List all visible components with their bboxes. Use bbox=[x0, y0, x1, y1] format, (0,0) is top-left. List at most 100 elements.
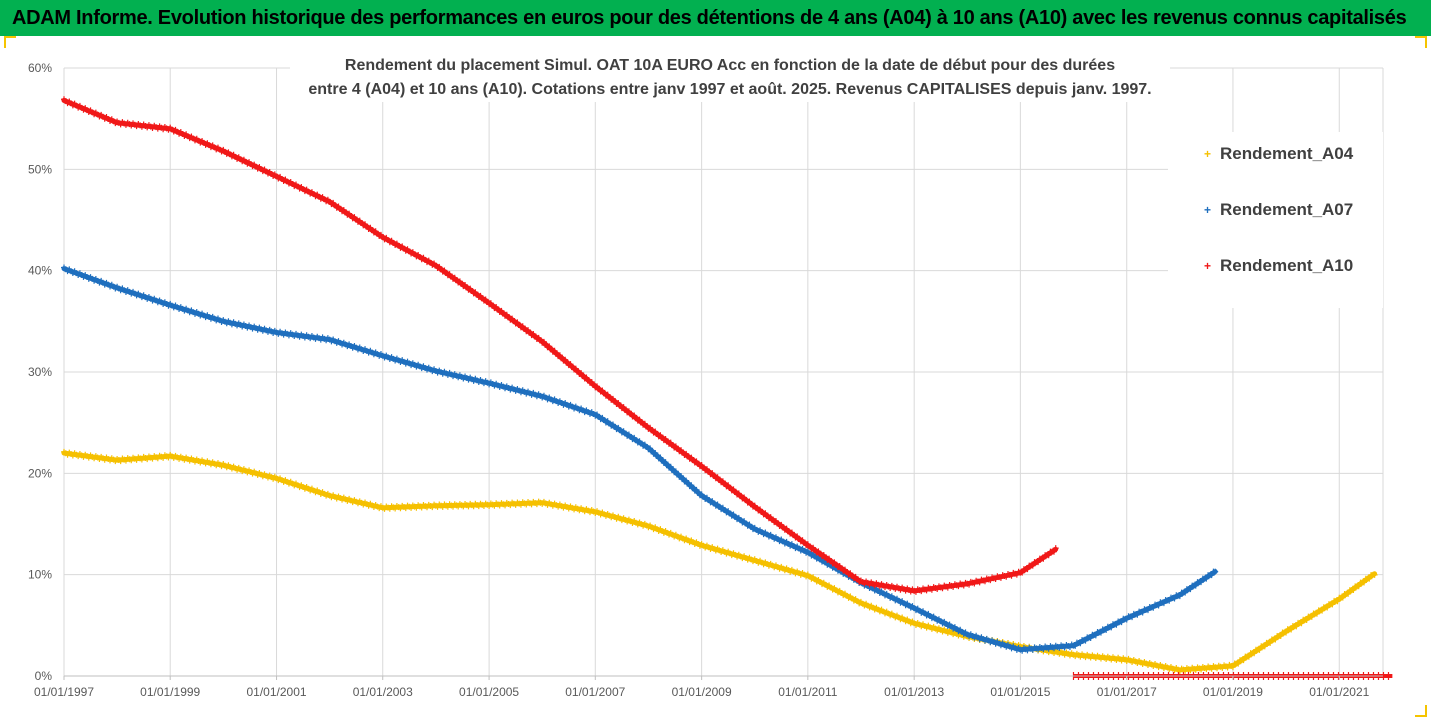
series-point-Rendement_A07 bbox=[1144, 607, 1151, 614]
series-point-Rendement_A04 bbox=[1334, 598, 1341, 605]
series-point-Rendement_A04 bbox=[1308, 613, 1315, 620]
series-point-Rendement_A04 bbox=[1245, 653, 1252, 660]
chart-title-line-1: Rendement du placement Simul. OAT 10A EU… bbox=[344, 57, 1116, 74]
legend-label-a04: Rendement_A04 bbox=[1220, 144, 1354, 163]
y-tick-label: 10% bbox=[28, 568, 52, 582]
grid-layer bbox=[63, 67, 1384, 677]
series-point-Rendement_A04 bbox=[1272, 636, 1279, 643]
series-point-Rendement_A07 bbox=[1134, 611, 1141, 618]
series-point-Rendement_A04 bbox=[1261, 643, 1268, 650]
series-point-Rendement_A04 bbox=[1267, 639, 1274, 646]
chart-legend: + Rendement_A04 + Rendement_A07 + Rendem… bbox=[1168, 132, 1383, 308]
x-tick-label: 01/01/2001 bbox=[247, 685, 307, 699]
legend-item-a04: + Rendement_A04 bbox=[1204, 142, 1353, 166]
series-point-Rendement_A04 bbox=[1277, 633, 1284, 640]
x-tick-label: 01/01/2003 bbox=[353, 685, 413, 699]
x-tick-label: 01/01/2005 bbox=[459, 685, 519, 699]
series-point-Rendement_A04 bbox=[1288, 626, 1295, 633]
series-point-Rendement_A04 bbox=[1313, 610, 1320, 617]
series-Rendement_A04 bbox=[61, 448, 1378, 675]
chart-title-line-2: entre 4 (A04) et 10 ans (A10). Cotations… bbox=[308, 81, 1152, 98]
series-point-Rendement_A04 bbox=[1303, 617, 1310, 624]
x-tick-label: 01/01/2015 bbox=[990, 685, 1050, 699]
series-point-Rendement_A07 bbox=[1139, 609, 1146, 616]
series-point-Rendement_A04 bbox=[1350, 587, 1357, 594]
x-tick-label: 01/01/2019 bbox=[1203, 685, 1263, 699]
series-point-Rendement_A10 bbox=[1050, 548, 1057, 555]
frame-corner-bottom-right bbox=[1415, 705, 1427, 717]
series-point-Rendement_A10 bbox=[1019, 569, 1026, 576]
series-Rendement_A10 bbox=[61, 96, 1393, 680]
series-point-Rendement_A04 bbox=[1345, 590, 1352, 597]
series-point-Rendement_A04 bbox=[1283, 629, 1290, 636]
series-point-Rendement_A04 bbox=[1235, 660, 1242, 667]
y-tick-label: 20% bbox=[28, 466, 52, 480]
axis-layer: 0% 10% 20% 30% 40% 50% 60% 01/01/1997 01/01/1999… bbox=[28, 61, 1383, 699]
y-tick-label: 50% bbox=[28, 162, 52, 176]
legend-item-a07: + Rendement_A07 bbox=[1204, 198, 1353, 222]
series-point-Rendement_A07 bbox=[1118, 619, 1125, 626]
series-point-Rendement_A07 bbox=[1187, 586, 1194, 593]
chart-title: Rendement du placement Simul. OAT 10A EU… bbox=[290, 54, 1170, 102]
series-point-Rendement_A04 bbox=[1240, 657, 1247, 664]
series-point-Rendement_A04 bbox=[1361, 579, 1368, 586]
page-title: ADAM Informe. Evolution historique des p… bbox=[12, 6, 1407, 29]
series-point-Rendement_A07 bbox=[1103, 627, 1110, 634]
frame-corner-top-right bbox=[1415, 36, 1427, 48]
series-point-Rendement_A10 bbox=[1045, 552, 1052, 559]
series-point-Rendement_A07 bbox=[1123, 616, 1130, 623]
legend-marker-a04: + bbox=[1204, 147, 1212, 161]
series-point-Rendement_A07 bbox=[1155, 602, 1162, 609]
series-point-Rendement_A10 bbox=[1052, 545, 1059, 552]
series-point-Rendement_A07 bbox=[1182, 589, 1189, 596]
series-point-Rendement_A07 bbox=[1087, 634, 1094, 641]
legend-marker-a10: + bbox=[1204, 259, 1212, 273]
series-point-Rendement_A04 bbox=[1329, 601, 1336, 608]
series-point-Rendement_A07 bbox=[1092, 632, 1099, 639]
x-tick-label: 01/01/1997 bbox=[34, 685, 94, 699]
series-point-Rendement_A04 bbox=[1366, 575, 1373, 582]
series-point-Rendement_A10 bbox=[1029, 562, 1036, 569]
series-point-Rendement_A07 bbox=[1108, 624, 1115, 631]
series-point-Rendement_A07 bbox=[1077, 640, 1084, 647]
series-point-Rendement_A07 bbox=[1212, 568, 1219, 575]
y-tick-label: 30% bbox=[28, 365, 52, 379]
x-tick-label: 01/01/2021 bbox=[1309, 685, 1369, 699]
series-point-Rendement_A07 bbox=[1082, 637, 1089, 644]
series-point-Rendement_A07 bbox=[1208, 572, 1215, 579]
series-point-Rendement_A04 bbox=[1293, 623, 1300, 630]
series-line-Rendement_A10 bbox=[61, 97, 1059, 594]
series-point-Rendement_A04 bbox=[1251, 650, 1258, 657]
series-point-Rendement_A07 bbox=[1203, 575, 1210, 582]
series-point-Rendement_A07 bbox=[1166, 597, 1173, 604]
x-tick-label: 01/01/2013 bbox=[884, 685, 944, 699]
series-point-Rendement_A04 bbox=[1324, 604, 1331, 611]
y-tick-label: 40% bbox=[28, 264, 52, 278]
series-point-Rendement_A04 bbox=[1355, 583, 1362, 590]
y-tick-label: 60% bbox=[28, 61, 52, 75]
x-tick-label: 01/01/1999 bbox=[140, 685, 200, 699]
x-tick-label: 01/01/2007 bbox=[565, 685, 625, 699]
chart-svg: 0% 10% 20% 30% 40% 50% 60% 01/01/1997 01/01/1999… bbox=[28, 61, 1393, 699]
series-point-Rendement_A07 bbox=[1160, 600, 1167, 607]
x-tick-label: 01/01/2009 bbox=[672, 685, 732, 699]
series-Rendement_A07 bbox=[61, 264, 1219, 654]
header-bar: ADAM Informe. Evolution historique des p… bbox=[0, 0, 1431, 36]
legend-label-a10: Rendement_A10 bbox=[1220, 256, 1354, 275]
series-point-Rendement_A07 bbox=[1171, 595, 1178, 602]
series-point-Rendement_A07 bbox=[1150, 604, 1157, 611]
legend-item-a10: + Rendement_A10 bbox=[1204, 254, 1353, 278]
chart-area: 0% 10% 20% 30% 40% 50% 60% 01/01/1997 01/01/1999… bbox=[0, 36, 1431, 721]
series-point-Rendement_A04 bbox=[1319, 607, 1326, 614]
series-point-Rendement_A07 bbox=[1176, 593, 1183, 600]
series-point-Rendement_A10 bbox=[1040, 555, 1047, 562]
series-point-Rendement_A10 bbox=[1024, 566, 1031, 573]
series-point-Rendement_A07 bbox=[1072, 642, 1079, 649]
series-point-Rendement_A04 bbox=[1371, 571, 1378, 578]
series-point-Rendement_A10 bbox=[1035, 559, 1042, 566]
y-tick-label: 0% bbox=[35, 669, 53, 683]
series-point-Rendement_A04 bbox=[1298, 620, 1305, 627]
series-point-Rendement_A04 bbox=[1229, 664, 1236, 671]
series-point-Rendement_A04 bbox=[1256, 646, 1263, 653]
x-tick-label: 01/01/2017 bbox=[1097, 685, 1157, 699]
